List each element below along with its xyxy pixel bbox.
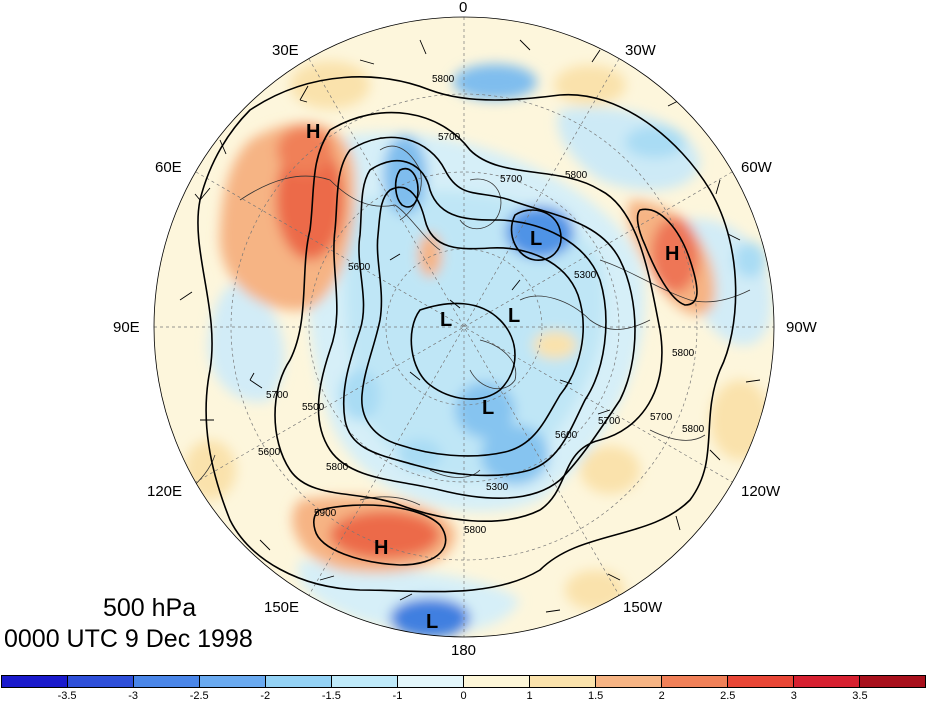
colorbar-tick-label: 1 — [526, 690, 533, 702]
high-center-label: H — [374, 537, 388, 559]
map-boundary — [153, 16, 775, 638]
colorbar-tick-label: 3 — [790, 690, 797, 702]
colorbar-tick-label: -2.5 — [189, 690, 209, 702]
lon-label-150e: 150E — [264, 599, 300, 616]
contour-label: 5900 — [314, 508, 337, 519]
colorbar-swatch — [398, 676, 464, 687]
colorbar-swatch — [662, 676, 728, 687]
colorbar-tick-label: 2.5 — [720, 690, 736, 702]
contour-label: 5700 — [598, 416, 621, 427]
contour-label: 5800 — [464, 525, 487, 536]
colorbar-tick-label: -2 — [260, 690, 271, 702]
lon-label-0: 0 — [459, 0, 468, 16]
lon-label-60e: 60E — [155, 159, 182, 176]
contour-labels: 5800 5700 5800 5700 5600 5500 5700 5600 … — [258, 74, 705, 536]
colorbar-swatch — [68, 676, 134, 687]
lon-label-90e: 90E — [113, 319, 140, 336]
lon-label-30w: 30W — [625, 42, 656, 59]
colorbar-swatch — [728, 676, 794, 687]
high-center-label: H — [306, 121, 320, 143]
lon-label-150w: 150W — [623, 599, 663, 616]
colorbar-tick-label: -1 — [392, 690, 403, 702]
colorbar-swatch — [332, 676, 398, 687]
colorbar-tick-label: -3.5 — [57, 690, 77, 702]
contour-label: 5600 — [555, 430, 578, 441]
contour-label: 5700 — [650, 412, 673, 423]
lon-label-90w: 90W — [786, 319, 817, 336]
contour-label: 5300 — [574, 270, 597, 281]
contour-label: 5700 — [266, 390, 289, 401]
colorbar-swatch — [2, 676, 68, 687]
graticule — [154, 17, 774, 637]
anomaly-shading — [184, 61, 772, 637]
low-center-label: L — [508, 305, 520, 327]
lon-label-60w: 60W — [741, 159, 772, 176]
low-center-label: L — [530, 228, 542, 250]
anomaly-colorbar — [1, 675, 926, 688]
contour-label: 5700 — [438, 132, 461, 143]
colorbar-swatch — [134, 676, 200, 687]
lon-label-180: 180 — [451, 642, 477, 659]
colorbar-swatch — [794, 676, 860, 687]
lon-label-120w: 120W — [741, 483, 781, 500]
contour-label: 5300 — [486, 482, 509, 493]
contour-label: 5800 — [326, 462, 349, 473]
colorbar-swatch — [860, 676, 925, 687]
valid-time-title: 0000 UTC 9 Dec 1998 — [4, 625, 253, 653]
low-center-label: L — [440, 309, 452, 331]
colorbar-swatch — [200, 676, 266, 687]
colorbar-swatch — [596, 676, 662, 687]
colorbar-tick-label: -1.5 — [321, 690, 341, 702]
colorbar-tick-label: 3.5 — [852, 690, 868, 702]
low-center-label: L — [482, 397, 494, 419]
pressure-level-title: 500 hPa — [103, 594, 197, 622]
colorbar-swatch — [530, 676, 596, 687]
contour-label: 5800 — [682, 424, 705, 435]
pressure-center-labels: H H H L L L L L — [306, 121, 679, 633]
contour-label: 5800 — [432, 74, 455, 85]
contour-label: 5600 — [258, 447, 281, 458]
colorbar-swatch — [266, 676, 332, 687]
contour-label: 5800 — [565, 170, 588, 181]
lon-label-30e: 30E — [272, 42, 299, 59]
colorbar-tick-label: 2 — [658, 690, 665, 702]
colorbar-swatch — [464, 676, 530, 687]
coastlines — [189, 145, 751, 506]
anomaly-field: H H H L L L L L 5800 5700 5800 5700 5600… — [154, 17, 774, 637]
high-center-label: H — [665, 243, 679, 265]
height-contours — [197, 76, 737, 593]
colorbar-tick-label: -3 — [128, 690, 139, 702]
colorbar-tick-label: 0 — [460, 690, 467, 702]
low-center-label: L — [426, 611, 438, 633]
colorbar-tick-label: 1.5 — [587, 690, 604, 702]
contour-label: 5700 — [500, 174, 523, 185]
contour-label: 5500 — [302, 402, 325, 413]
contour-label: 5600 — [348, 262, 371, 273]
lon-label-120e: 120E — [147, 483, 183, 500]
contour-label: 5800 — [672, 348, 695, 359]
